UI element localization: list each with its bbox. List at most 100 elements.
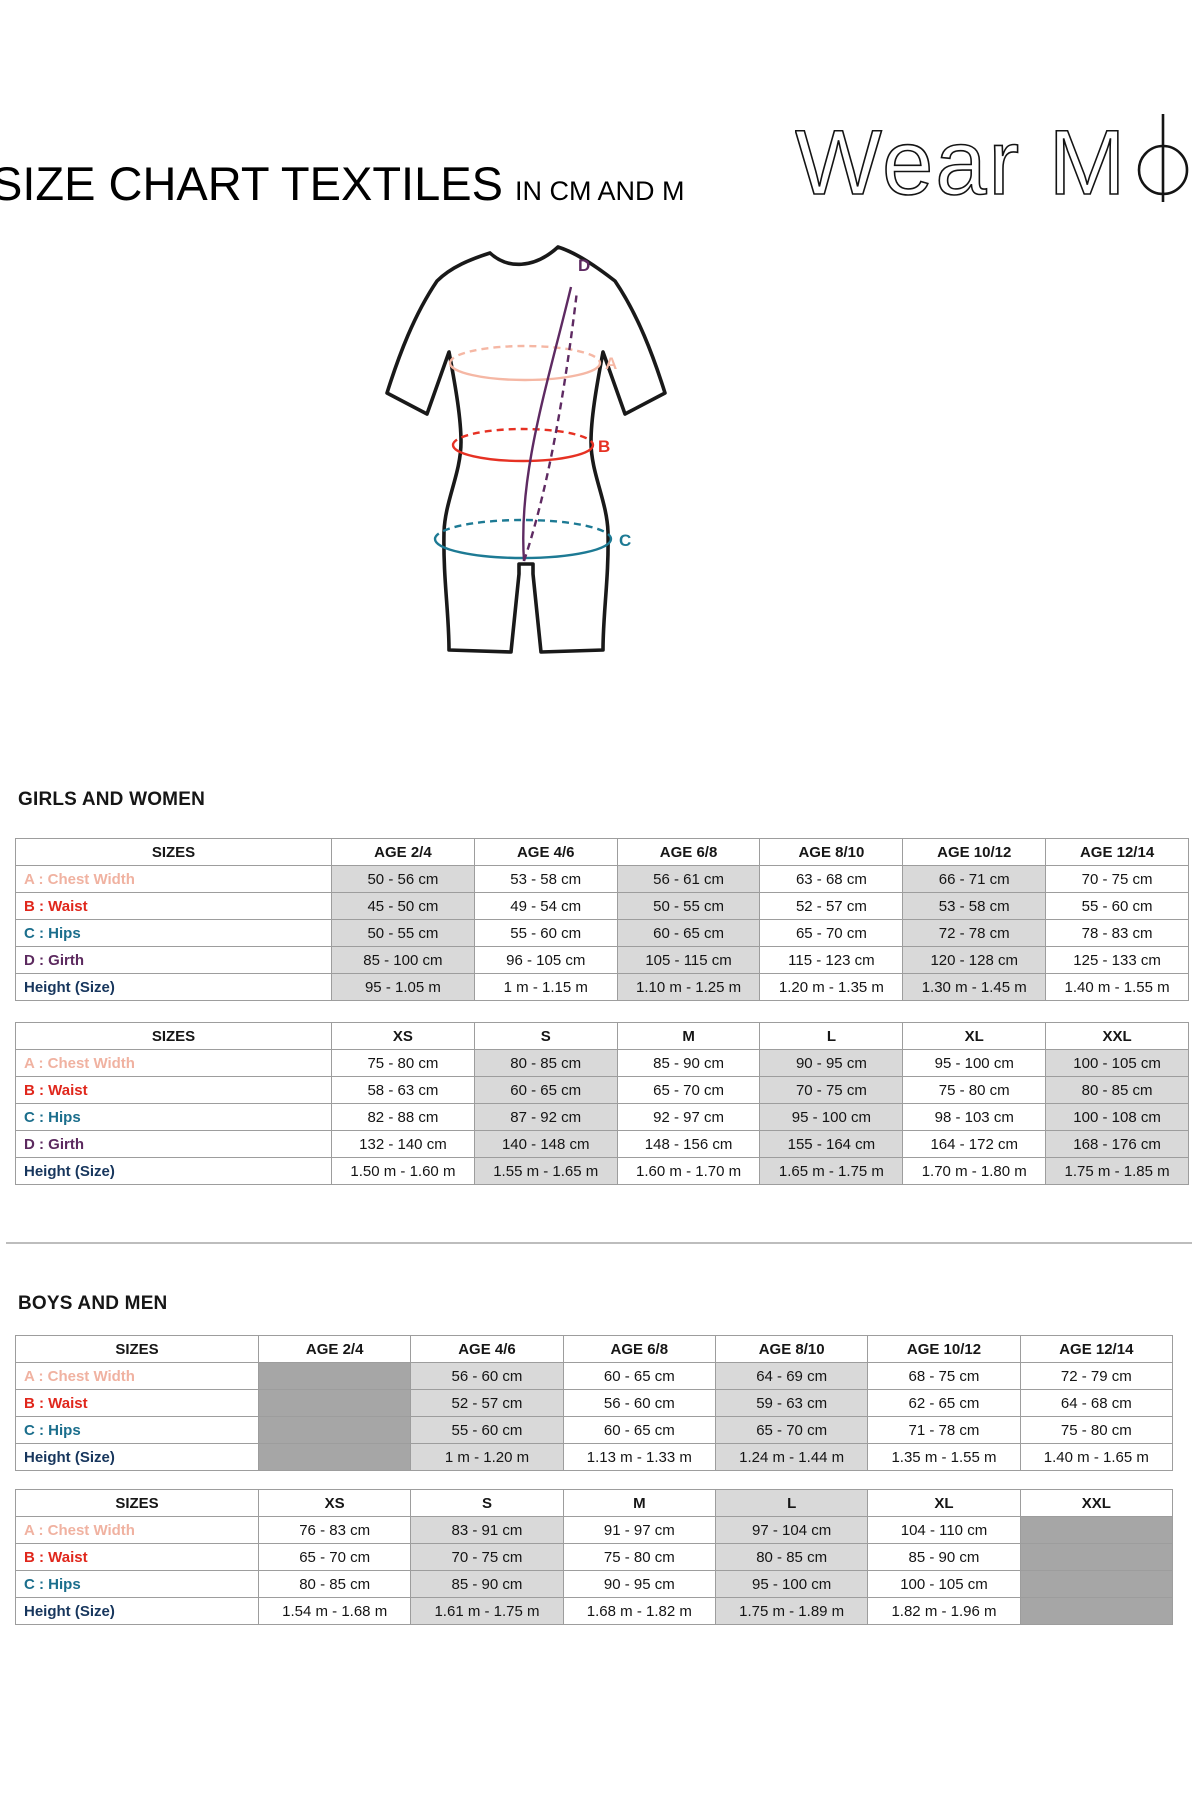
size-cell: 72 - 79 cm [1019,1362,1174,1390]
size-cell: 1 m - 1.15 m [473,973,618,1001]
sizes-header: SIZES [15,838,332,866]
size-cell: 90 - 95 cm [759,1049,904,1077]
size-cell: 50 - 55 cm [616,892,761,920]
girls-women-heading: GIRLS AND WOMEN [18,789,206,810]
table-row: A : Chest Width 75 - 80 cm 80 - 85 cm 85 - … [15,1049,1189,1077]
size-cell: 1.50 m - 1.60 m [331,1157,475,1185]
size-cell: 1.24 m - 1.44 m [714,1443,869,1471]
size-cell: 76 - 83 cm [257,1516,412,1544]
men-size-table-grid: SIZES XS S M L XL XXL A : Chest Width 76 - 83 cm… [15,1489,1174,1625]
size-cell [1019,1570,1174,1598]
women-size-table-grid: SIZES XS S M L XL XXL A : Chest Width 75 - 80 cm… [15,1022,1189,1185]
page-title: SIZE CHART TEXTILES IN CM AND M [0,156,684,211]
column-header: M [562,1489,716,1517]
size-cell: 80 - 85 cm [257,1570,412,1598]
boys-age-table: SIZES AGE 2/4 AGE 4/6 AGE 6/8 AGE 8/10 AGE 10… [15,1335,1174,1471]
size-cell: 115 - 123 cm [759,946,904,974]
column-header: S [473,1022,618,1050]
column-header: L [714,1489,869,1517]
size-cell: 100 - 105 cm [1045,1049,1189,1077]
row-label: C : Hips [15,1570,259,1598]
size-cell: 148 - 156 cm [616,1130,761,1158]
size-cell: 1.30 m - 1.45 m [902,973,1047,1001]
brand-wordmark: Wear M [795,112,1127,214]
size-cell: 85 - 90 cm [867,1543,1021,1571]
waist-ellipse-front [451,444,595,463]
size-cell [1019,1543,1174,1571]
size-cell [1019,1516,1174,1544]
size-cell: 96 - 105 cm [473,946,618,974]
size-cell: 1.70 m - 1.80 m [902,1157,1047,1185]
column-header: AGE 12/14 [1019,1335,1174,1363]
size-cell: 45 - 50 cm [331,892,475,920]
size-cell: 1.82 m - 1.96 m [867,1597,1021,1625]
size-cell [257,1443,412,1471]
torso-outline [385,245,667,654]
row-label: A : Chest Width [15,1362,259,1390]
size-cell: 68 - 75 cm [867,1362,1021,1390]
size-cell: 100 - 108 cm [1045,1103,1189,1131]
column-header: XL [902,1022,1047,1050]
size-cell: 52 - 57 cm [410,1389,564,1417]
size-cell: 71 - 78 cm [867,1416,1021,1444]
size-cell: 63 - 68 cm [759,865,904,893]
size-cell: 1.68 m - 1.82 m [562,1597,716,1625]
girls-age-table-grid: SIZES AGE 2/4 AGE 4/6 AGE 6/8 AGE 8/10 AGE 10… [15,838,1189,1001]
size-cell: 64 - 69 cm [714,1362,869,1390]
brand-wordmark-end: i [1195,112,1200,214]
size-cell: 75 - 80 cm [902,1076,1047,1104]
row-label: C : Hips [15,919,332,947]
row-label: A : Chest Width [15,1516,259,1544]
table-row: B : Waist 45 - 50 cm 49 - 54 cm 50 - 55 cm 5… [15,892,1189,920]
size-cell: 105 - 115 cm [616,946,761,974]
boys-men-heading: BOYS AND MEN [18,1293,168,1314]
hips-label-c: C [619,531,631,550]
size-cell: 65 - 70 cm [257,1543,412,1571]
size-cell: 95 - 1.05 m [331,973,475,1001]
table-row: C : Hips 80 - 85 cm 85 - 90 cm 90 - 95 cm 95… [15,1570,1174,1598]
size-cell: 70 - 75 cm [1045,865,1189,893]
table-row: D : Girth 132 - 140 cm 140 - 148 cm 148 - 1… [15,1130,1189,1158]
size-cell: 125 - 133 cm [1045,946,1189,974]
row-label: B : Waist [15,1543,259,1571]
size-cell: 65 - 70 cm [759,919,904,947]
sizes-header: SIZES [15,1489,259,1517]
row-label: A : Chest Width [15,865,332,893]
size-cell: 1.40 m - 1.65 m [1019,1443,1174,1471]
size-cell: 140 - 148 cm [473,1130,618,1158]
row-label: A : Chest Width [15,1049,332,1077]
table-row: Height (Size) 1.50 m - 1.60 m 1.55 m - 1.6… [15,1157,1189,1185]
size-cell: 132 - 140 cm [331,1130,475,1158]
column-header: XXL [1045,1022,1189,1050]
row-label: B : Waist [15,1076,332,1104]
size-cell: 83 - 91 cm [410,1516,564,1544]
chest-ellipse-front [448,362,602,382]
size-cell: 75 - 80 cm [1019,1416,1174,1444]
sizes-header: SIZES [15,1022,332,1050]
girls-age-table: SIZES AGE 2/4 AGE 4/6 AGE 6/8 AGE 8/10 AGE 10… [15,838,1189,1001]
size-cell: 85 - 100 cm [331,946,475,974]
table-row: Height (Size) 1 m - 1.20 m 1.13 m - 1.33 m… [15,1443,1174,1471]
size-cell: 97 - 104 cm [714,1516,869,1544]
column-header: AGE 2/4 [331,838,475,866]
size-cell: 70 - 75 cm [759,1076,904,1104]
size-cell: 104 - 110 cm [867,1516,1021,1544]
table-row: C : Hips 82 - 88 cm 87 - 92 cm 92 - 97 cm 95… [15,1103,1189,1131]
size-cell: 78 - 83 cm [1045,919,1189,947]
size-cell: 92 - 97 cm [616,1103,761,1131]
table-row: Height (Size) 1.54 m - 1.68 m 1.61 m - 1.7… [15,1597,1174,1625]
table-row: A : Chest Width 56 - 60 cm 60 - 65 cm 64 - … [15,1362,1174,1390]
column-header: AGE 10/12 [902,838,1047,866]
size-cell: 80 - 85 cm [714,1543,869,1571]
row-label: B : Waist [15,1389,259,1417]
size-cell: 85 - 90 cm [616,1049,761,1077]
girth-line-back [522,290,579,562]
size-cell: 55 - 60 cm [473,919,618,947]
size-cell: 95 - 100 cm [759,1103,904,1131]
size-cell: 53 - 58 cm [902,892,1047,920]
girth-line-front [522,286,573,562]
size-cell: 65 - 70 cm [714,1416,869,1444]
size-cell: 62 - 65 cm [867,1389,1021,1417]
